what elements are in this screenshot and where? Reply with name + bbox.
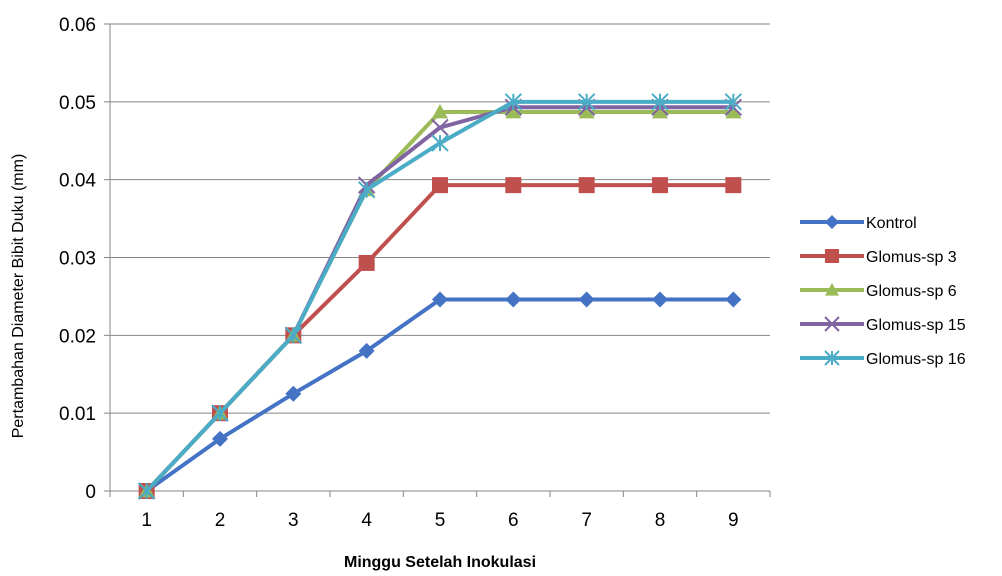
data-point [432,103,448,119]
data-point [651,93,669,111]
data-point [505,177,522,194]
data-point [432,177,448,194]
series-lines [137,93,743,500]
data-point [357,181,376,199]
series-glomus-sp-3 [138,177,742,499]
data-point [505,291,522,308]
x-tick-label: 6 [508,510,519,531]
x-axis-title: Minggu Setelah Inokulasi [344,554,536,571]
legend-label: Glomus-sp 3 [866,249,957,266]
data-point [825,215,839,229]
x-axis-ticks: 1 2 3 4 5 6 7 8 9 [141,510,738,531]
data-point [725,291,742,308]
data-point [824,316,840,332]
data-point [652,291,668,308]
series-kontrol [138,291,742,499]
legend-item: Glomus-sp 16 [800,350,966,368]
y-tick-label: 0.06 [59,15,96,36]
x-tick-label: 2 [215,510,226,531]
series-glomus-sp-16 [137,93,743,500]
y-tick-label: 0.04 [59,171,96,192]
data-point [825,249,839,263]
x-tick-label: 9 [728,510,739,531]
y-tick-label: 0 [85,482,96,503]
data-point [137,482,156,500]
data-point [431,134,449,152]
data-point [358,342,375,359]
data-point [285,385,302,402]
x-tick-label: 7 [581,510,592,531]
legend-item: Glomus-sp 15 [800,316,966,334]
data-point [825,283,839,296]
legend-label: Glomus-sp 6 [866,283,957,300]
x-tick-label: 5 [435,510,446,531]
data-point [824,350,840,366]
data-point [284,326,303,345]
x-tick-label: 1 [141,510,152,531]
data-point [578,291,595,308]
legend: Kontrol Glomus-sp 3 Glomus-sp 6 Glomus-sp 1… [800,215,966,368]
data-point [725,103,742,119]
x-tick-label: 8 [655,510,666,531]
gridlines [104,23,771,497]
y-tick-label: 0.05 [59,93,96,114]
y-axis-title: Pertambahan Diameter Bibit Duku (mm) [10,154,27,439]
data-point [431,118,449,137]
series-line [145,183,734,493]
y-tick-label: 0.03 [59,249,96,270]
data-point [578,103,595,119]
data-point [358,254,375,271]
data-point [652,103,668,119]
data-point [212,430,228,447]
legend-label: Glomus-sp 15 [866,317,966,334]
legend-item: Kontrol [800,215,917,232]
y-tick-label: 0.01 [59,404,96,425]
data-point [505,103,522,119]
data-point [432,291,448,308]
y-tick-label: 0.02 [59,326,96,347]
legend-item: Glomus-sp 6 [800,283,957,300]
data-point [504,93,523,111]
data-point [725,177,742,194]
data-point [577,93,596,111]
legend-label: Kontrol [866,215,917,232]
data-point [211,404,229,422]
legend-item: Glomus-sp 3 [800,249,957,266]
data-point [724,93,743,111]
x-tick-label: 3 [288,510,299,531]
data-point [652,177,668,194]
y-axis-ticks: 0 0.01 0.02 0.03 0.04 0.05 0.06 [59,15,96,503]
x-tick-label: 4 [361,510,372,531]
data-point [578,177,595,194]
legend-label: Glomus-sp 16 [866,351,966,368]
